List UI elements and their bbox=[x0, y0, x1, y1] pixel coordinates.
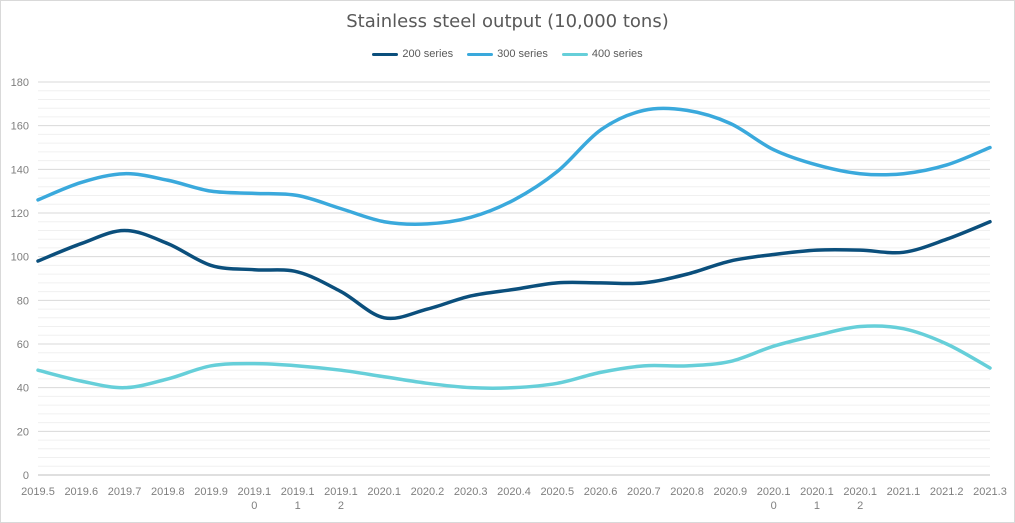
legend-swatch-200-series bbox=[372, 52, 399, 56]
legend-item-300-series[interactable]: 300 series bbox=[467, 48, 548, 60]
y-tick-label: 120 bbox=[11, 208, 29, 220]
x-tick-label: 2020.2 bbox=[411, 486, 445, 498]
x-tick-label: 2019.9 bbox=[194, 486, 228, 498]
legend-item-200-series[interactable]: 200 series bbox=[372, 48, 453, 60]
x-tick-label: 2020.7 bbox=[627, 486, 661, 498]
legend-label-400-series: 400 series bbox=[591, 48, 643, 60]
x-tick-label: 2020.9 bbox=[714, 486, 748, 498]
x-tick-label: 2020.1 bbox=[367, 486, 401, 498]
x-tick-label: 2019.6 bbox=[64, 486, 98, 498]
x-tick-label: 2020.1 2 bbox=[843, 486, 877, 512]
y-tick-label: 140 bbox=[11, 164, 29, 176]
x-tick-label: 2019.1 0 bbox=[238, 486, 272, 512]
y-tick-label: 80 bbox=[17, 295, 29, 307]
x-tick-label: 2021.1 bbox=[887, 486, 921, 498]
series-line-200-series bbox=[36, 219, 992, 321]
major-gridlines: 0 20 40 60 80 100 120 140 160 180 bbox=[11, 77, 990, 482]
x-tick-label: 2021.3 bbox=[973, 486, 1007, 498]
legend-swatch-300-series bbox=[467, 52, 494, 56]
x-tick-label: 2020.6 bbox=[584, 486, 618, 498]
y-tick-label: 160 bbox=[11, 121, 29, 133]
x-tick-label: 2021.2 bbox=[930, 486, 964, 498]
y-tick-label: 0 bbox=[23, 470, 29, 482]
x-tick-label: 2019.8 bbox=[151, 486, 185, 498]
x-tick-label: 2020.3 bbox=[454, 486, 488, 498]
legend-label-300-series: 300 series bbox=[497, 48, 548, 60]
legend-swatch-400-series bbox=[561, 52, 588, 56]
x-tick-label: 2019.1 2 bbox=[324, 486, 358, 512]
legend-item-400-series[interactable]: 400 series bbox=[561, 48, 643, 60]
y-tick-label: 20 bbox=[17, 426, 29, 438]
x-axis-labels: 2019.5 2019.6 2019.7 2019.8 2019.9 2019.1 0 201… bbox=[21, 486, 1007, 512]
y-tick-label: 60 bbox=[17, 339, 29, 351]
series-line-400-series bbox=[36, 324, 992, 390]
chart-title: Stainless steel output (10,000 tons) bbox=[346, 11, 669, 32]
x-tick-label: 2020.4 bbox=[497, 486, 531, 498]
series-line-300-series bbox=[36, 106, 992, 226]
y-tick-label: 100 bbox=[11, 252, 29, 264]
x-tick-label: 2020.1 1 bbox=[800, 486, 834, 512]
x-tick-label: 2020.8 bbox=[670, 486, 704, 498]
x-tick-label: 2019.5 bbox=[21, 486, 55, 498]
x-tick-label: 2019.7 bbox=[108, 486, 142, 498]
y-tick-label: 180 bbox=[11, 77, 29, 89]
minor-gridlines bbox=[38, 90, 990, 467]
legend-label-200-series: 200 series bbox=[402, 48, 454, 60]
x-tick-label: 2019.1 1 bbox=[281, 486, 315, 512]
legend: 200 series 300 series 400 series bbox=[1, 48, 1014, 60]
y-tick-label: 40 bbox=[17, 383, 29, 395]
x-tick-label: 2020.1 0 bbox=[757, 486, 791, 512]
x-tick-label: 2020.5 bbox=[540, 486, 574, 498]
